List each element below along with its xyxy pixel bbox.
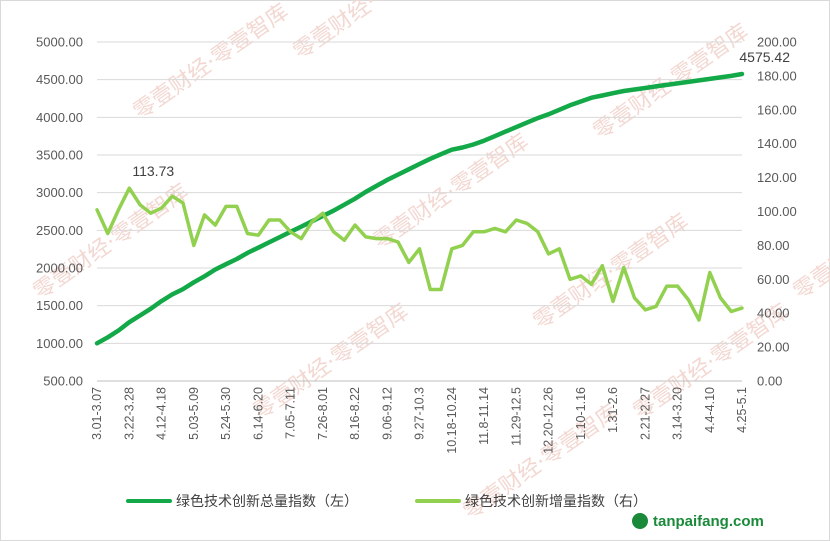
site-logo: tanpaifang.com <box>632 513 764 530</box>
series-layer <box>94 71 745 346</box>
x-axis-tick-label: 12.20-12.26 <box>542 387 556 454</box>
x-axis-tick-label: 8.16-8.22 <box>348 387 362 440</box>
watermark-text: 零壹财经·零壹智库 <box>789 179 830 304</box>
leaf-icon <box>632 513 648 529</box>
left-axis-tick-label: 5000.00 <box>36 35 83 50</box>
right-axis-tick-label: 60.00 <box>757 272 790 287</box>
x-axis-tick-label: 10.18-10.24 <box>445 387 459 454</box>
data-label: 4575.42 <box>739 49 790 65</box>
legend-label-increment: 绿色技术创新增量指数（右） <box>465 493 647 510</box>
x-axis-tick-label: 9.06-9.12 <box>380 387 394 440</box>
right-axis-tick-label: 200.00 <box>757 35 797 50</box>
x-axis-tick-label: 5.03-5.09 <box>187 387 201 440</box>
x-axis-tick-label: 9.27-10.3 <box>413 387 427 440</box>
x-axis-tick-label: 11.29-12.5 <box>509 387 523 446</box>
watermark-text: 零壹财经·零壹智库 <box>289 0 453 65</box>
x-axis-tick-label: 4.25-5.1 <box>735 387 749 433</box>
x-axis-tick-label: 3.01-3.07 <box>90 387 104 440</box>
x-axis-tick-label: 1.10-1.16 <box>574 387 588 440</box>
right-axis-tick-label: 20.00 <box>757 340 790 355</box>
right-axis-tick-label: 140.00 <box>757 136 797 151</box>
x-axis-tick-label: 1.31-2.6 <box>606 387 620 433</box>
x-axis-tick-label: 6.14-6.20 <box>251 387 265 440</box>
left-axis-tick-label: 1500.00 <box>36 298 83 313</box>
x-axis-tick-label: 3.22-3.28 <box>122 387 136 440</box>
legend: 绿色技术创新总量指数（左） 绿色技术创新增量指数（右） <box>126 493 647 510</box>
x-axis-tick-label: 5.24-5.30 <box>219 387 233 440</box>
left-axis-tick-label: 4500.00 <box>36 72 83 87</box>
site-logo-text: tanpaifang.com <box>653 513 764 530</box>
x-axis-tick-label: 4.12-4.18 <box>155 387 169 440</box>
left-axis-tick-label: 3500.00 <box>36 148 83 163</box>
left-axis-tick-label: 500.00 <box>43 374 83 389</box>
left-axis-tick-label: 3000.00 <box>36 185 83 200</box>
x-axis-tick-label: 2.21-2.27 <box>638 387 652 440</box>
data-label-layer: 4575.42 113.73 <box>132 49 790 179</box>
right-axis-tick-label: 40.00 <box>757 306 790 321</box>
right-axis-tick-label: 0.00 <box>757 374 782 389</box>
watermark-text: 零壹财经·零壹智库 <box>529 209 693 334</box>
x-axis-tick-label: 7.05-7.11 <box>284 387 298 439</box>
right-axis-tick-label: 180.00 <box>757 68 797 83</box>
left-axis-tick-label: 2500.00 <box>36 223 83 238</box>
right-axis-tick-label: 160.00 <box>757 102 797 117</box>
left-axis-tick-label: 4000.00 <box>36 110 83 125</box>
x-axis-tick-label: 3.14-3.20 <box>671 387 685 440</box>
legend-label-total: 绿色技术创新总量指数（左） <box>176 493 358 510</box>
x-axis-tick-label: 11.8-11.14 <box>477 387 491 445</box>
right-axis-tick-label: 80.00 <box>757 238 790 253</box>
x-axis-tick-label: 7.26-8.01 <box>316 387 330 440</box>
left-axis-tick-label: 1000.00 <box>36 336 83 351</box>
left-axis: 500.00 1000.00 1500.00 2000.00 2500.00 3000.0… <box>36 35 83 389</box>
right-axis: 0.00 20.00 40.00 60.00 80.00 100.00 120.00 140.… <box>757 35 797 389</box>
right-axis-tick-label: 120.00 <box>757 170 797 185</box>
data-label: 113.73 <box>132 163 174 179</box>
series-line-total <box>94 71 745 346</box>
series-line-increment <box>95 186 744 322</box>
x-axis: 3.01-3.07 3.22-3.28 4.12-4.18 5.03-5.09 5.24… <box>90 380 749 454</box>
x-axis-tick-label: 4.4-4.10 <box>703 387 717 433</box>
right-axis-tick-label: 100.00 <box>757 204 797 219</box>
watermark-text: 零壹财经·零壹智库 <box>129 0 293 125</box>
left-axis-tick-label: 2000.00 <box>36 261 83 276</box>
